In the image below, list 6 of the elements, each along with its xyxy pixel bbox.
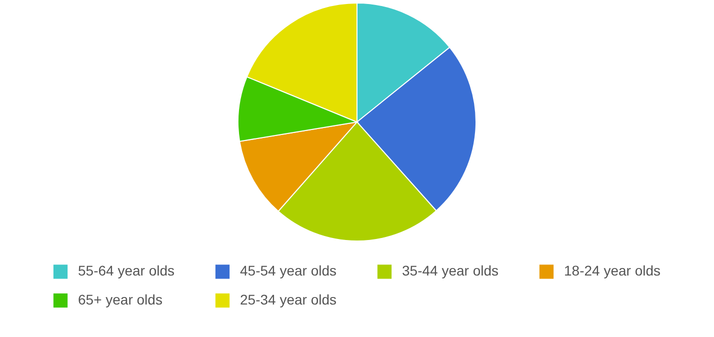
legend-label: 65+ year olds	[78, 292, 162, 308]
legend-label: 25-34 year olds	[240, 292, 337, 308]
legend-label: 45-54 year olds	[240, 262, 337, 279]
legend-label: 35-44 year olds	[402, 262, 499, 279]
legend-label: 55-64 year olds	[78, 262, 175, 279]
legend-label: 18-24 year olds	[564, 262, 661, 279]
